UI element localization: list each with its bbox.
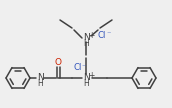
Text: +: + <box>88 32 94 40</box>
Text: H: H <box>84 38 89 48</box>
Text: +: + <box>88 71 94 80</box>
Text: N: N <box>37 74 43 83</box>
Text: ⁻: ⁻ <box>82 63 86 71</box>
Text: N: N <box>83 33 89 43</box>
Text: ⁻: ⁻ <box>107 29 111 38</box>
Text: Cl: Cl <box>74 64 82 72</box>
Text: H: H <box>84 79 89 87</box>
Text: H: H <box>38 79 43 87</box>
Text: Cl: Cl <box>98 30 106 40</box>
Text: N: N <box>83 74 89 83</box>
Text: O: O <box>55 58 62 67</box>
